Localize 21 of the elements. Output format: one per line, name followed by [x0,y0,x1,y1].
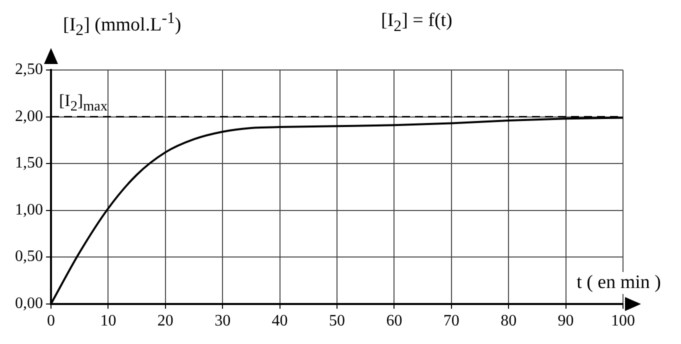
x-tick-label: 40 [272,312,288,330]
y-axis-title: [I$_{2}$] (mmol.L$^{-1}$) [63,10,182,40]
x-tick-label: 0 [47,312,55,330]
x-axis-title: t ( en min ) [574,272,663,294]
x-tick-label: 60 [386,312,402,330]
y-tick-label: 0,50 [15,248,43,266]
y-tick-label: 0,00 [15,295,43,312]
chart-title: [I$_{2}$] = f(t) [381,10,452,36]
x-tick-label: 90 [558,312,574,330]
x-tick-label: 20 [157,312,174,330]
x-tick-label: 50 [329,312,345,330]
x-tick-label: 10 [100,312,116,330]
x-tick-label: 70 [443,312,460,330]
y-tick-label: 1,00 [15,201,43,218]
x-tick-label: 100 [611,312,635,330]
y-tick-label: 2,00 [15,108,43,125]
ref-line-label: [I$_{2}$]$_{max}$ [59,90,108,116]
y-tick-label: 1,50 [15,154,43,172]
y-tick-label: 2,50 [15,61,43,78]
x-tick-label: 80 [500,312,517,330]
x-tick-label: 30 [214,312,231,330]
